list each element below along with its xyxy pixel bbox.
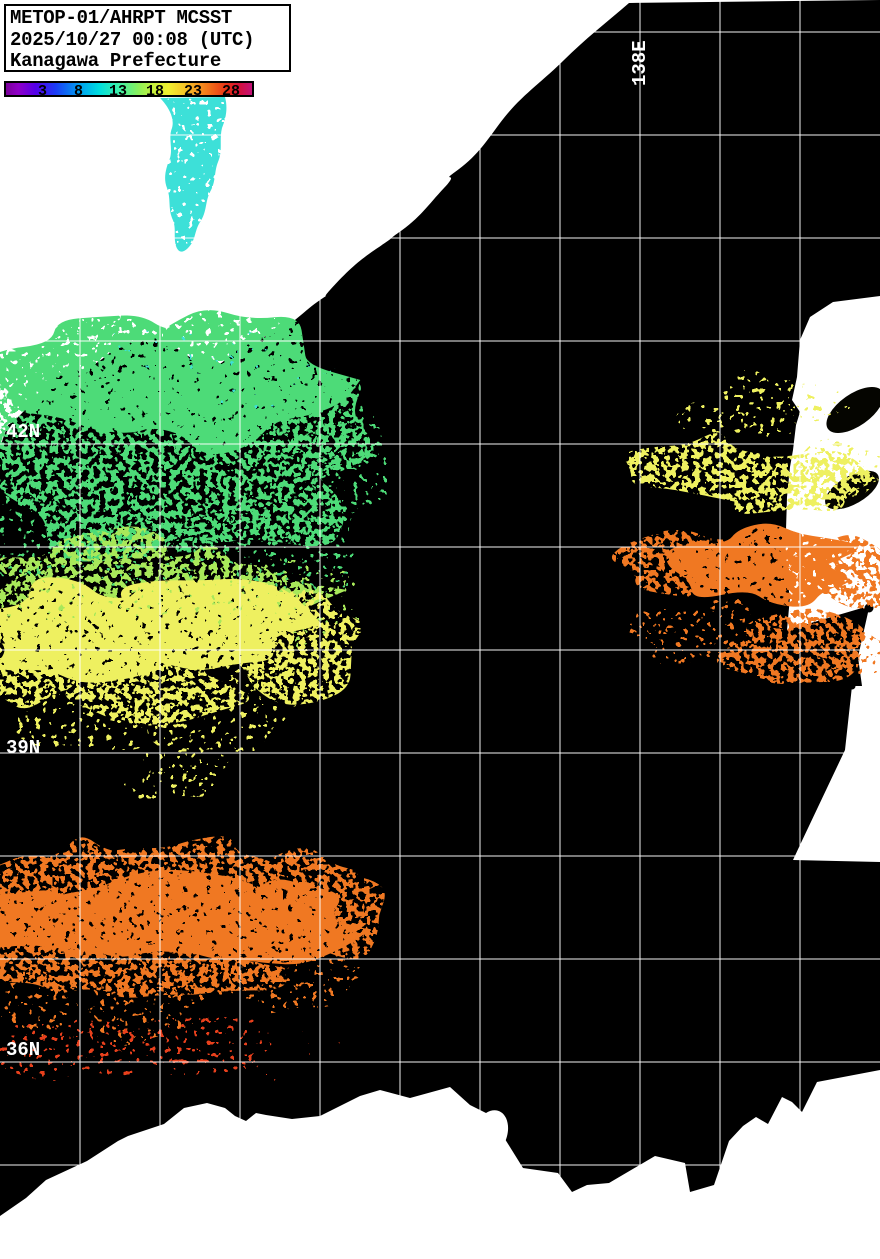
svg-text:39N: 39N bbox=[6, 737, 40, 759]
svg-text:36N: 36N bbox=[6, 1039, 40, 1061]
svg-text:138E: 138E bbox=[629, 40, 651, 86]
svg-text:42N: 42N bbox=[6, 421, 40, 443]
